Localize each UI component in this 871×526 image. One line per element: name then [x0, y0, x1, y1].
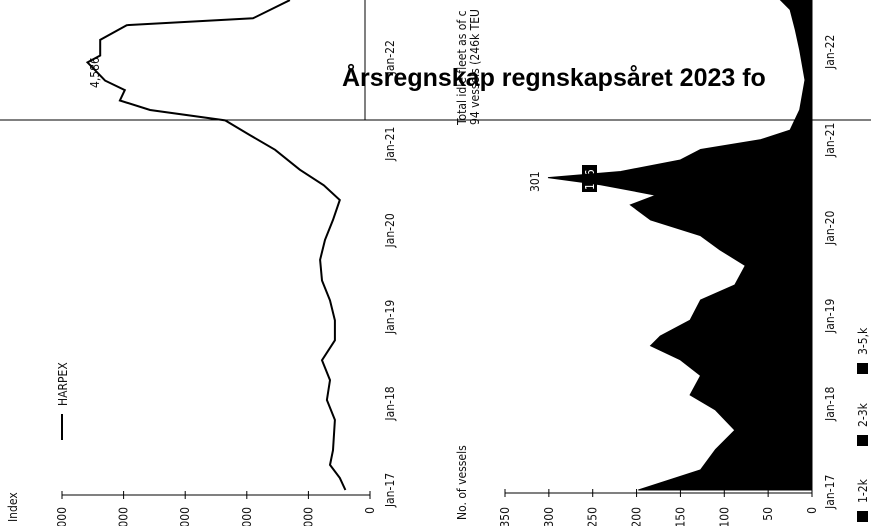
- y-axis-label: No. of vessels: [455, 445, 469, 520]
- legend-label: 2-3k: [856, 402, 870, 427]
- y-tick-label: 150: [673, 507, 687, 526]
- x-tick-label: Jan-19: [823, 299, 837, 334]
- legend-label: HARPEX: [56, 362, 70, 406]
- legend-label: 3-5,k: [856, 327, 870, 355]
- charts: Index 4,586 HARPEX No. of vessels Total …: [6, 0, 870, 526]
- y-tick-label: 2,000: [240, 507, 254, 526]
- x-tick-label: Jan-19: [383, 300, 397, 335]
- legend-swatch: [857, 363, 868, 374]
- note: Total idle fleet as of c: [455, 10, 469, 126]
- legend-swatch: [857, 435, 868, 446]
- area: [547, 0, 813, 491]
- x-tick-label: Jan-18: [383, 386, 397, 421]
- x-tick-label: Jan-22: [823, 35, 837, 70]
- annotation: 301: [528, 171, 542, 192]
- x-tick-label: Jan-20: [823, 211, 837, 246]
- x-tick-label: Jan-20: [383, 213, 397, 248]
- x-tick-label: Jan-17: [823, 475, 837, 510]
- y-tick-label: 0: [805, 507, 819, 514]
- legend-label: 1-2k: [856, 478, 870, 503]
- y-tick-label: 250: [586, 507, 600, 526]
- x-tick-label: Jan-17: [383, 473, 397, 508]
- annotation: 4,586: [88, 57, 102, 88]
- y-tick-label: 300: [542, 507, 556, 526]
- y-tick-label: 1,000: [301, 507, 315, 526]
- overlay-title: Årsregnskap regnskapsåret 2023 fo: [342, 63, 766, 92]
- y-tick-label: 200: [630, 507, 644, 526]
- line: [85, 0, 347, 491]
- y-tick-label: 3,000: [178, 507, 192, 526]
- x-tick-label: Jan-21: [823, 123, 837, 158]
- x-tick-label: Jan-21: [383, 127, 397, 162]
- y-tick-label: 350: [498, 507, 512, 526]
- note: 94 vessels (246k TEU: [468, 9, 482, 125]
- y-tick-label: 0: [363, 507, 377, 514]
- legend-swatch: [857, 511, 868, 522]
- y-tick-label: 50: [761, 507, 775, 521]
- y-tick-label: 4,000: [117, 507, 131, 526]
- x-tick-label: Jan-18: [823, 387, 837, 422]
- y-tick-label: 5,000: [55, 507, 69, 526]
- y-axis-label: Index: [6, 492, 20, 522]
- y-tick-label: 100: [717, 507, 731, 526]
- x-tick-label: Jan-22: [383, 40, 397, 75]
